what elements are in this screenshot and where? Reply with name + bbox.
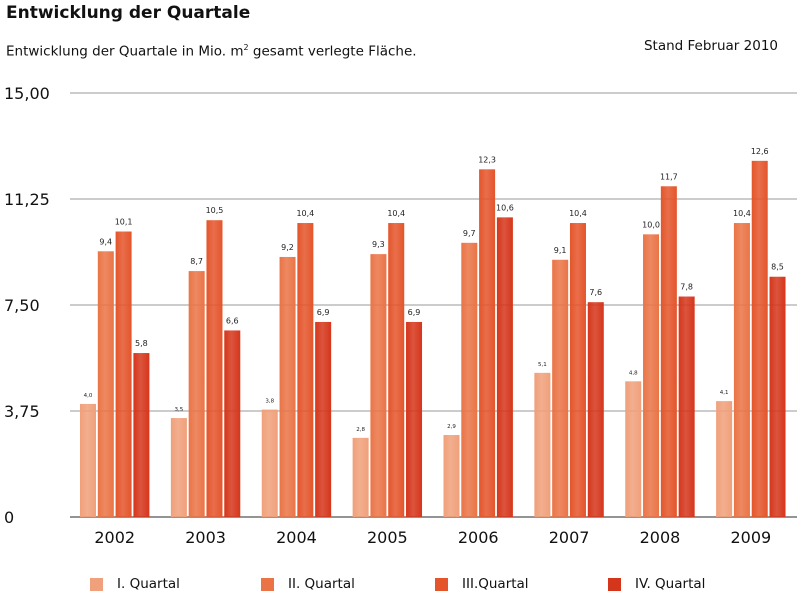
subtitle-main: Entwicklung der Quartale in Mio. m [6,43,244,60]
bar-q3-2008 [660,186,677,517]
bar-q2-2004 [279,256,296,517]
data-label: 10,4 [569,209,587,218]
legend-item-q2: II. Quartal [261,576,355,592]
subtitle-rest: gesamt verlegte Fläche. [248,43,417,60]
bar-q3-2003 [206,220,223,517]
x-tick-label: 2009 [730,528,771,547]
x-tick-label: 2007 [549,528,590,547]
data-label: 10,0 [642,220,660,229]
data-label: 2,9 [447,424,456,430]
bar-q4-2004 [315,321,332,517]
status-date: Stand Februar 2010 [643,38,778,54]
bar-q4-2007 [587,302,604,517]
data-label: 3,8 [265,399,274,405]
legend-swatch-q3 [435,577,448,591]
bar-q2-2009 [733,223,750,517]
bar-q1-2005 [352,437,369,517]
x-tick-label: 2003 [185,528,226,547]
data-label: 7,6 [589,288,602,297]
data-label: 6,9 [408,308,421,317]
data-label: 9,3 [372,240,385,249]
data-label: 9,4 [99,237,112,246]
bar-q3-2002 [115,231,132,518]
chart-subtitle: Entwicklung der Quartale in Mio. m2 gesa… [6,43,417,60]
bar-q2-2006 [461,242,478,517]
data-label: 10,6 [496,203,514,212]
data-label: 3,5 [175,407,184,413]
data-label: 4,0 [84,393,93,399]
bar-q3-2005 [388,223,405,517]
subtitle-superscript: 2 [243,43,249,52]
data-label: 6,6 [226,316,239,325]
data-label: 8,5 [771,263,784,272]
bar-q2-2002 [97,251,114,517]
data-label: 10,5 [206,206,224,215]
legend-swatch-q1 [90,577,103,591]
legend-item-q1: I. Quartal [90,576,180,592]
data-label: 9,7 [463,229,476,238]
bar-q2-2008 [643,234,660,518]
bar-q1-2009 [716,401,733,517]
bar-q3-2004 [297,223,314,517]
y-tick-label: 0 [4,508,14,527]
data-label: 5,1 [538,362,547,368]
bar-q3-2009 [751,160,768,517]
x-tick-label: 2006 [458,528,499,547]
data-label: 7,8 [680,283,693,292]
legend-label-q4: IV. Quartal [635,576,706,592]
data-label: 9,1 [554,246,567,255]
x-tick-label: 2005 [367,528,408,547]
y-tick-label: 7,50 [4,296,40,315]
bar-q2-2007 [552,259,569,517]
data-label: 10,1 [115,218,133,227]
data-label: 4,1 [720,390,729,396]
bar-q4-2005 [406,321,423,517]
bar-q4-2008 [678,296,695,517]
x-tick-label: 2002 [94,528,135,547]
bar-q3-2006 [479,169,496,517]
bar-q1-2006 [443,435,460,517]
bar-q2-2003 [188,271,205,517]
x-tick-label: 2008 [640,528,681,547]
bar-q1-2004 [261,409,278,517]
bar-q4-2003 [224,330,241,517]
data-label: 4,8 [629,370,638,376]
legend-label-q2: II. Quartal [288,576,355,592]
legend-item-q4: IV. Quartal [608,576,705,592]
bar-q3-2007 [569,223,586,517]
data-label: 10,4 [296,209,314,218]
legend-item-q3: III.Quartal [435,576,529,592]
data-label: 8,7 [190,257,203,266]
data-label: 12,3 [478,155,496,164]
chart-title: Entwicklung der Quartale [6,3,251,23]
legend-swatch-q4 [608,577,621,591]
bar-q1-2003 [170,418,187,517]
data-label: 10,4 [733,209,751,218]
y-tick-label: 15,00 [4,84,50,103]
data-label: 11,7 [660,172,678,181]
bar-q4-2006 [496,217,513,517]
legend-label-q3: III.Quartal [462,576,529,592]
data-label: 10,4 [387,209,405,218]
legend-swatch-q2 [261,577,274,591]
y-tick-label: 3,75 [4,402,40,421]
bar-q1-2008 [625,381,642,517]
bar-q1-2007 [534,372,551,517]
data-label: 12,6 [751,147,769,156]
legend-label-q1: I. Quartal [117,576,180,592]
x-tick-label: 2004 [276,528,317,547]
bar-q2-2005 [370,254,387,517]
bar-q4-2002 [133,353,150,517]
data-label: 2,8 [356,427,365,433]
data-label: 5,8 [135,339,148,348]
data-label: 9,2 [281,243,294,252]
data-label: 6,9 [317,308,330,317]
y-tick-label: 11,25 [4,190,50,209]
bar-q4-2009 [769,276,786,517]
bar-q1-2002 [80,403,96,517]
chart-legend: I. Quartal II. Quartal III.Quartal IV. Q… [0,576,800,596]
